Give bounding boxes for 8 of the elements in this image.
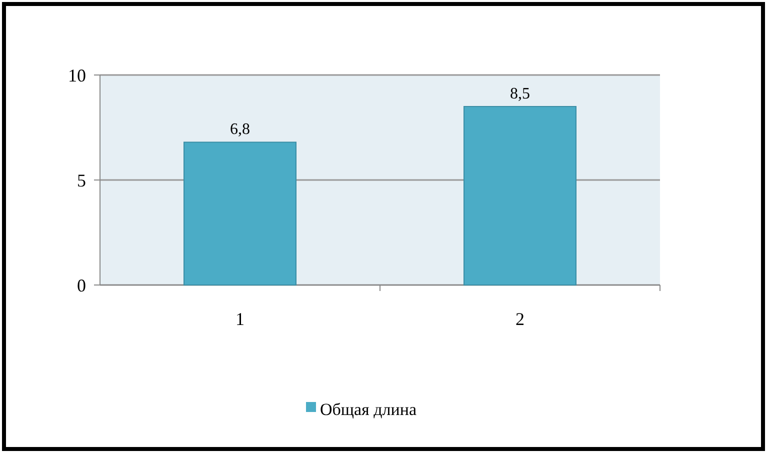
y-tick-label: 0: [77, 275, 86, 296]
y-tick-label: 5: [77, 170, 86, 190]
data-label: 8,5: [510, 86, 530, 102]
x-tick-label: 1: [236, 309, 244, 329]
legend-label: Общая длина: [320, 400, 417, 420]
x-tick-label: 2: [516, 309, 524, 329]
data-label: 6,8: [230, 121, 250, 138]
y-tick-label: 10: [68, 65, 86, 86]
